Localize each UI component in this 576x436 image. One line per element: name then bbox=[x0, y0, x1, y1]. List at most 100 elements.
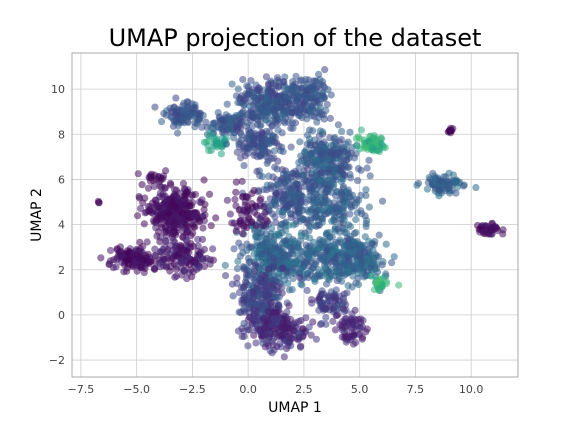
scatter-point bbox=[256, 202, 264, 210]
scatter-point bbox=[255, 277, 264, 285]
scatter-point bbox=[239, 75, 247, 84]
scatter-point bbox=[257, 94, 265, 102]
scatter-point bbox=[262, 330, 270, 339]
scatter-point bbox=[296, 254, 304, 262]
scatter-point bbox=[272, 313, 280, 322]
scatter-point bbox=[149, 216, 158, 225]
scatter-point bbox=[337, 170, 345, 178]
scatter-point bbox=[319, 255, 328, 263]
scatter-point bbox=[256, 229, 265, 237]
scatter-point bbox=[283, 106, 291, 114]
x-tick-label: 7.5 bbox=[407, 383, 425, 396]
scatter-point bbox=[352, 228, 360, 237]
scatter-point bbox=[318, 95, 326, 103]
scatter-point bbox=[234, 85, 242, 93]
scatter-point bbox=[424, 178, 432, 187]
scatter-point bbox=[324, 292, 332, 300]
scatter-point bbox=[367, 272, 376, 280]
scatter-point bbox=[296, 190, 304, 199]
scatter-point bbox=[205, 190, 214, 198]
scatter-point bbox=[343, 289, 351, 297]
scatter-point bbox=[311, 141, 319, 149]
scatter-point bbox=[445, 169, 453, 177]
x-tick-label: −7.5 bbox=[68, 383, 95, 396]
scatter-point bbox=[331, 163, 339, 171]
scatter-point bbox=[356, 318, 365, 327]
scatter-point bbox=[248, 200, 256, 208]
scatter-point bbox=[217, 150, 225, 158]
scatter-point bbox=[237, 154, 245, 162]
scatter-point bbox=[487, 226, 495, 234]
scatter-point bbox=[134, 170, 142, 178]
scatter-point bbox=[318, 218, 326, 226]
scatter-point bbox=[395, 281, 403, 289]
scatter-point bbox=[242, 270, 251, 279]
scatter-point bbox=[315, 107, 323, 115]
scatter-point bbox=[452, 189, 460, 197]
scatter-point bbox=[343, 155, 351, 164]
scatter-point bbox=[112, 263, 120, 271]
scatter-point bbox=[249, 289, 257, 297]
scatter-point bbox=[305, 227, 313, 235]
scatter-point bbox=[345, 189, 353, 198]
scatter-point bbox=[139, 199, 147, 207]
scatter-point bbox=[239, 229, 247, 238]
scatter-point bbox=[369, 246, 377, 254]
scatter-point bbox=[354, 164, 363, 173]
scatter-point bbox=[378, 197, 387, 205]
scatter-point bbox=[362, 186, 370, 194]
scatter-point bbox=[326, 242, 335, 250]
scatter-point bbox=[446, 189, 454, 197]
scatter-point bbox=[264, 290, 272, 299]
scatter-point bbox=[334, 121, 342, 129]
scatter-point bbox=[354, 133, 362, 141]
scatter-point bbox=[257, 195, 265, 203]
scatter-point bbox=[157, 117, 166, 126]
scatter-point bbox=[296, 198, 305, 207]
scatter-point bbox=[194, 242, 202, 250]
scatter-point bbox=[332, 268, 341, 276]
scatter-point bbox=[343, 336, 351, 344]
scatter-point bbox=[340, 201, 349, 209]
scatter-point bbox=[279, 331, 287, 339]
scatter-point bbox=[200, 245, 209, 254]
scatter-point bbox=[367, 132, 375, 140]
scatter-point bbox=[262, 234, 270, 242]
scatter-point bbox=[156, 189, 164, 197]
scatter-point bbox=[377, 134, 385, 142]
scatter-point bbox=[232, 178, 240, 186]
scatter-point bbox=[295, 91, 303, 100]
scatter-point bbox=[200, 262, 209, 270]
scatter-point bbox=[291, 119, 300, 127]
scatter-point bbox=[319, 128, 327, 136]
scatter-point bbox=[172, 265, 180, 274]
scatter-point bbox=[323, 304, 331, 312]
scatter-point bbox=[274, 283, 282, 291]
scatter-point bbox=[239, 263, 247, 271]
scatter-point bbox=[353, 209, 361, 217]
scatter-point bbox=[141, 209, 149, 217]
scatter-point bbox=[172, 94, 180, 102]
scatter-point bbox=[296, 138, 304, 146]
scatter-point bbox=[297, 317, 305, 325]
scatter-point bbox=[306, 141, 314, 149]
scatter-point bbox=[329, 317, 337, 325]
scatter-point bbox=[279, 319, 287, 327]
scatter-point bbox=[176, 244, 185, 252]
scatter-point bbox=[316, 80, 325, 88]
scatter-point bbox=[185, 261, 194, 269]
scatter-point bbox=[368, 240, 376, 248]
scatter-point bbox=[277, 252, 285, 260]
scatter-point bbox=[294, 205, 302, 213]
scatter-point bbox=[199, 224, 207, 232]
scatter-point bbox=[144, 250, 152, 258]
scatter-point bbox=[279, 197, 287, 206]
scatter-point bbox=[253, 153, 261, 161]
scatter-point bbox=[250, 208, 258, 217]
scatter-point bbox=[338, 127, 346, 135]
scatter-point bbox=[353, 142, 361, 150]
scatter-point bbox=[321, 189, 329, 197]
scatter-point bbox=[307, 331, 315, 339]
scatter-point bbox=[176, 257, 184, 265]
scatter-point bbox=[223, 196, 231, 204]
